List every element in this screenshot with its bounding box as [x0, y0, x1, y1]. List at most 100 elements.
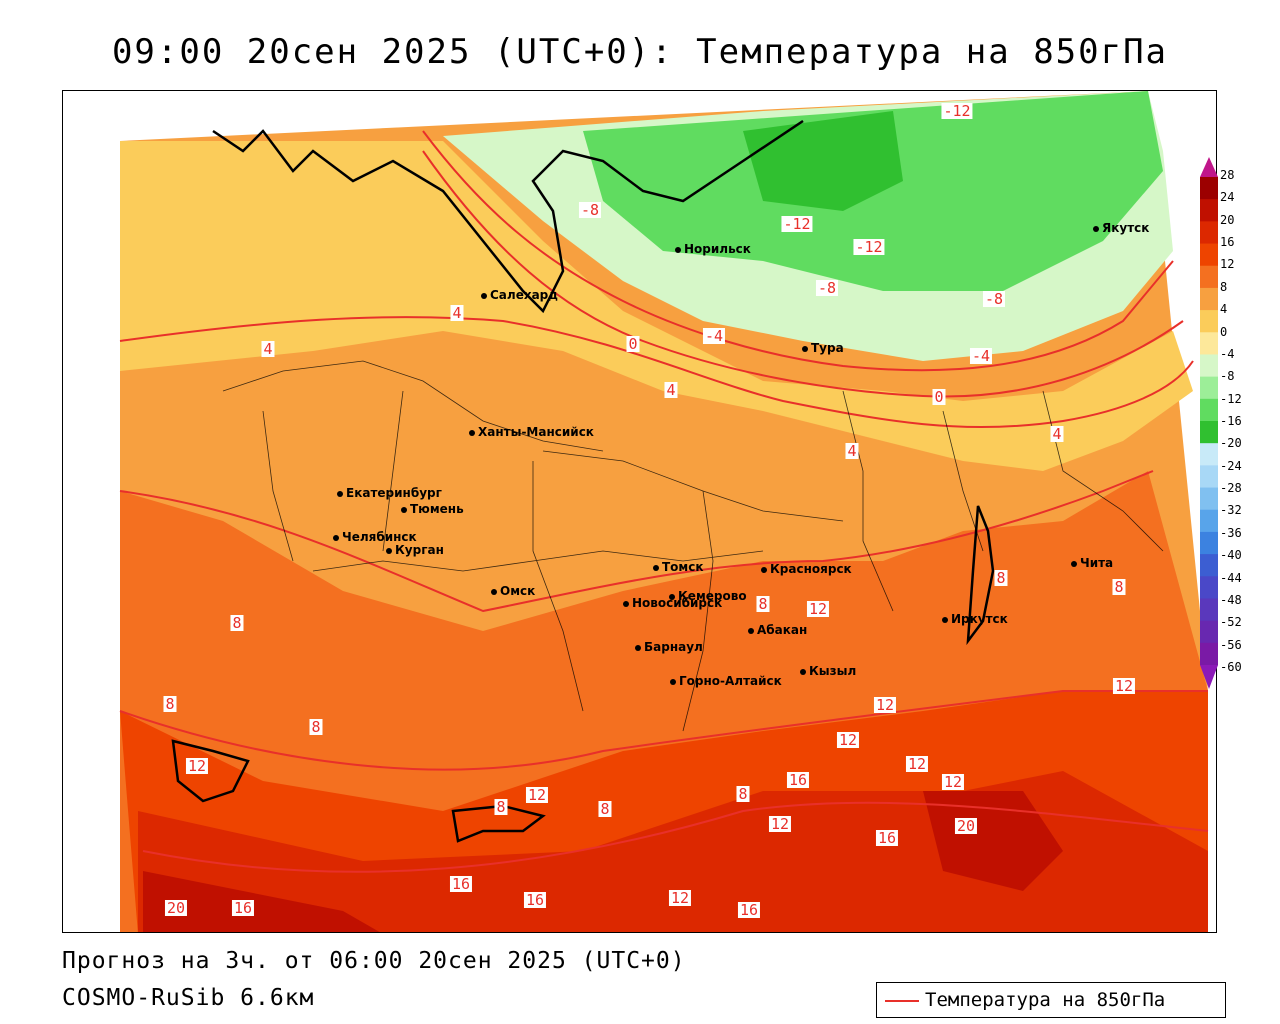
city-dot-icon: [675, 246, 681, 253]
colorbar-tick-label: -40: [1220, 548, 1242, 563]
colorbar-swatch: [1200, 531, 1218, 555]
contour-label: 4: [664, 381, 678, 399]
contour-label: 4: [845, 442, 859, 460]
contour-label: 0: [626, 335, 640, 353]
city-dot-icon: [1071, 560, 1077, 567]
contour-label: 8: [756, 595, 770, 613]
colorbar-tick-label: -36: [1220, 525, 1242, 540]
city-name: Тюмень: [410, 502, 464, 516]
city-marker: Кызыл: [800, 664, 856, 678]
colorbar-tick-label: 20: [1220, 212, 1235, 227]
legend-line-swatch: [885, 1000, 919, 1002]
city-dot-icon: [800, 668, 806, 675]
city-dot-icon: [761, 566, 767, 573]
city-dot-icon: [670, 678, 676, 685]
colorbar-swatch: [1200, 443, 1218, 466]
city-dot-icon: [802, 345, 808, 352]
colorbar-swatch: [1200, 354, 1218, 378]
colorbar-tick-label: 16: [1220, 235, 1235, 250]
contour-label: 12: [941, 773, 965, 791]
contour-label: 8: [309, 718, 323, 736]
colorbar-tick-label: 4: [1220, 302, 1228, 317]
contour-label: 8: [994, 569, 1008, 587]
city-name: Кемерово: [678, 589, 747, 603]
contour-label: 20: [954, 817, 978, 835]
city-name: Екатеринбург: [346, 486, 442, 500]
city-marker: Новосибирск: [623, 596, 722, 610]
city-marker: Барнаул: [635, 640, 703, 654]
contour-label: 12: [806, 600, 830, 618]
city-marker: Салехард: [481, 288, 558, 302]
colorbar-tick-label: -4: [1220, 346, 1235, 361]
colorbar-swatch: [1200, 576, 1218, 599]
colorbar-swatch: [1200, 199, 1218, 222]
temperature-map[interactable]: Норильск Якутск Салехард Тура Ханты-Мансийск…: [62, 90, 1217, 933]
colorbar-swatch: [1200, 554, 1218, 577]
contour-label: 4: [1050, 425, 1064, 443]
city-marker: Тюмень: [401, 502, 464, 516]
city-name: Якутск: [1102, 221, 1150, 235]
city-marker: Курган: [386, 543, 444, 557]
city-marker: Норильск: [675, 242, 751, 256]
city-marker: Абакан: [748, 623, 807, 637]
contour-label: 8: [1112, 578, 1126, 596]
contour-label: -8: [578, 201, 602, 219]
city-marker: Чита: [1071, 556, 1113, 570]
colorbar-tick-label: -56: [1220, 637, 1242, 652]
colorbar-swatch: [1200, 332, 1218, 355]
contour-label: 0: [932, 388, 946, 406]
contour-label: 8: [494, 798, 508, 816]
contour-label: 12: [905, 755, 929, 773]
city-dot-icon: [748, 627, 754, 634]
contour-label: 16: [523, 891, 547, 909]
city-dot-icon: [669, 593, 675, 600]
city-dot-icon: [401, 506, 407, 513]
map-canvas: [119, 91, 1209, 932]
city-dot-icon: [635, 644, 641, 651]
contour-label: 12: [768, 815, 792, 833]
contour-label: 12: [185, 757, 209, 775]
colorbar-swatch: [1200, 243, 1218, 267]
city-marker: Красноярск: [761, 562, 852, 576]
city-name: Кызыл: [809, 664, 857, 678]
city-name: Омск: [500, 584, 536, 598]
contour-label: -4: [702, 327, 726, 345]
colorbar-tick-label: 8: [1220, 279, 1228, 294]
city-dot-icon: [623, 600, 629, 607]
contour-label: -12: [853, 238, 885, 256]
contour-label: -8: [982, 290, 1006, 308]
city-name: Томск: [662, 560, 704, 574]
city-marker: Иркутск: [942, 612, 1008, 626]
city-dot-icon: [333, 534, 339, 541]
colorbar-swatch: [1200, 376, 1218, 400]
city-marker: Горно-Алтайск: [670, 674, 782, 688]
city-dot-icon: [1093, 225, 1099, 232]
city-name: Барнаул: [644, 640, 703, 654]
colorbar-tick-label: -20: [1220, 436, 1242, 451]
city-name: Челябинск: [342, 530, 417, 544]
city-name: Красноярск: [770, 562, 852, 576]
colorbar-tick-label: -8: [1220, 369, 1235, 384]
colorbar-tick-label: 0: [1220, 324, 1228, 339]
city-name: Ханты-Мансийск: [478, 425, 594, 439]
city-marker: Ханты-Мансийск: [469, 425, 594, 439]
contour-label: 16: [786, 771, 810, 789]
colorbar-swatch: [1200, 642, 1218, 666]
colorbar-tick-label: -44: [1220, 570, 1242, 585]
city-marker: Томск: [653, 560, 704, 574]
contour-label: -4: [969, 347, 993, 365]
city-name: Салехард: [490, 288, 558, 302]
colorbar-tick-label: -28: [1220, 481, 1242, 496]
contour-label: 16: [875, 829, 899, 847]
colorbar-tick-label: -12: [1220, 391, 1242, 406]
colorbar-swatch: [1200, 598, 1218, 622]
city-marker: Кемерово: [669, 589, 747, 603]
contour-label: 4: [261, 340, 275, 358]
contour-label: 16: [737, 901, 761, 919]
colorbar-tick-label: -16: [1220, 414, 1242, 428]
colorbar-tick-label: 24: [1220, 190, 1235, 205]
colorbar-tick-label: -60: [1220, 660, 1242, 674]
city-marker: Омск: [491, 584, 535, 598]
contour-label: 12: [525, 786, 549, 804]
contour-label: 8: [230, 614, 244, 632]
